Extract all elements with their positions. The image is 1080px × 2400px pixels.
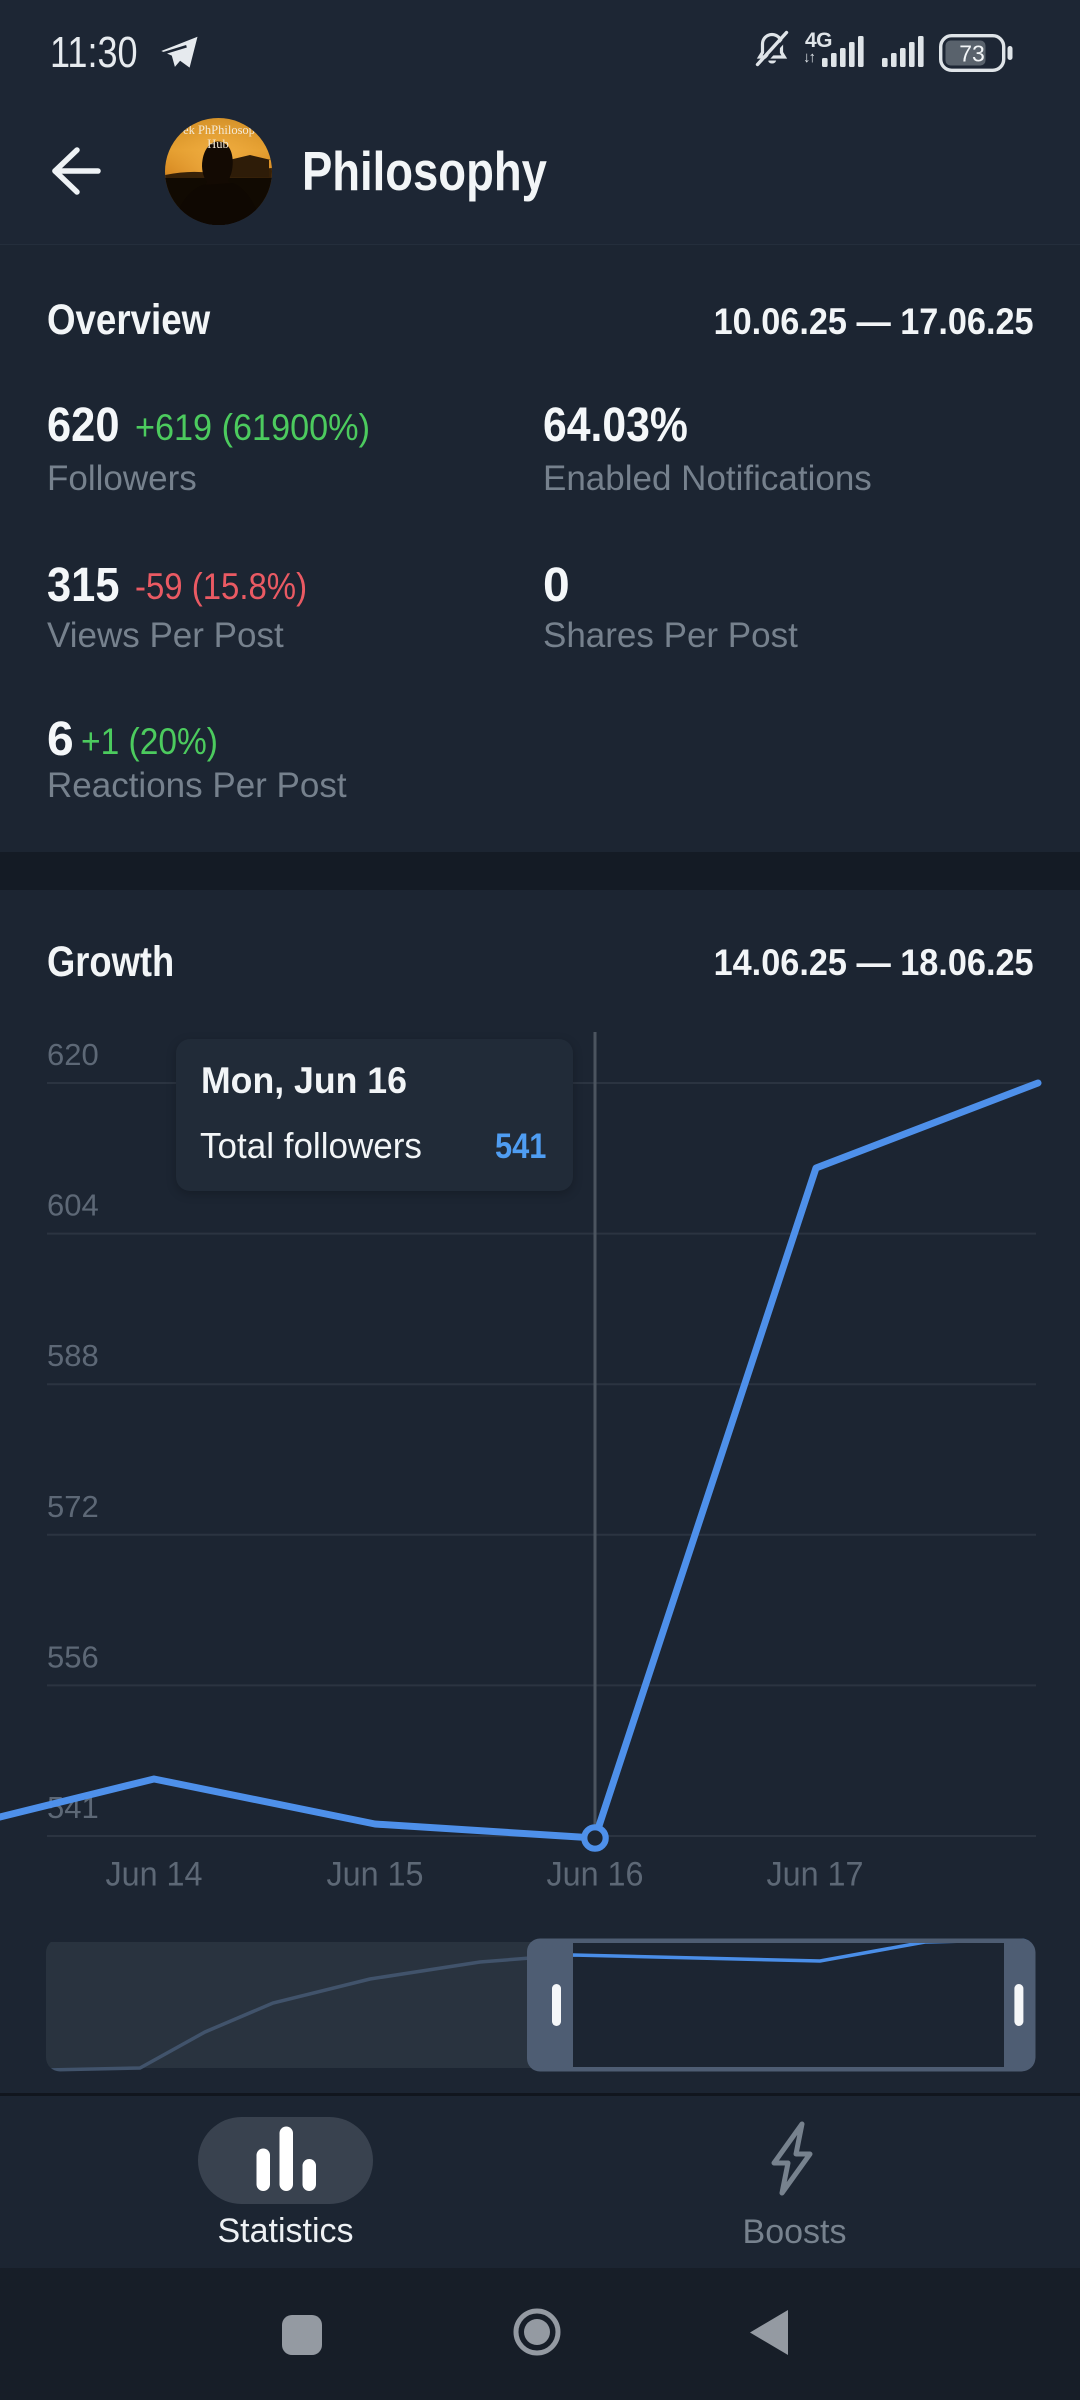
svg-text:Jun 15: Jun 15	[327, 1856, 424, 1894]
svg-text:588: 588	[47, 1338, 99, 1373]
svg-text:Jun 16: Jun 16	[547, 1856, 644, 1894]
svg-text:604: 604	[47, 1188, 99, 1223]
svg-text:Jun 14: Jun 14	[106, 1856, 203, 1894]
svg-text:73: 73	[959, 41, 985, 67]
svg-text:556: 556	[47, 1639, 99, 1674]
svg-text:Jun 17: Jun 17	[767, 1856, 864, 1894]
svg-text:ek PhPhilosop: ek PhPhilosop	[183, 123, 255, 137]
svg-text:Hub: Hub	[207, 137, 229, 151]
svg-text:572: 572	[47, 1489, 99, 1524]
svg-text:620: 620	[47, 1037, 99, 1072]
